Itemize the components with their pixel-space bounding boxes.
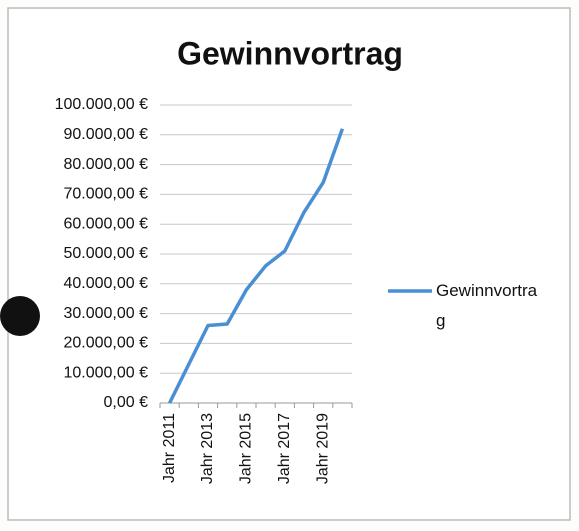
x-tick-label: Jahr 2013 [199, 413, 216, 484]
y-tick-label: 0,00 € [104, 394, 149, 411]
y-tick-label: 20.000,00 € [63, 335, 148, 352]
y-tick-label: 90.000,00 € [63, 126, 148, 143]
y-tick-label: 40.000,00 € [63, 275, 148, 292]
punch-hole [0, 296, 40, 336]
y-tick-label: 50.000,00 € [63, 245, 148, 262]
y-tick-label: 80.000,00 € [63, 156, 148, 173]
y-tick-label: 100.000,00 € [55, 96, 149, 113]
x-tick-label: Jahr 2019 [314, 413, 331, 484]
data-line [168, 128, 345, 404]
y-tick-label: 60.000,00 € [63, 215, 148, 232]
legend-label: Gewinnvortrag [436, 281, 538, 330]
x-tick-label: Jahr 2011 [161, 413, 178, 483]
y-tick-label: 10.000,00 € [63, 364, 148, 381]
y-tick-label: 70.000,00 € [63, 186, 148, 203]
y-tick-label: 30.000,00 € [63, 305, 148, 322]
chart-title: Gewinnvortrag [177, 35, 403, 71]
x-tick-label: Jahr 2015 [238, 413, 255, 484]
chart-frame [7, 7, 571, 521]
x-tick-label: Jahr 2017 [276, 413, 293, 484]
